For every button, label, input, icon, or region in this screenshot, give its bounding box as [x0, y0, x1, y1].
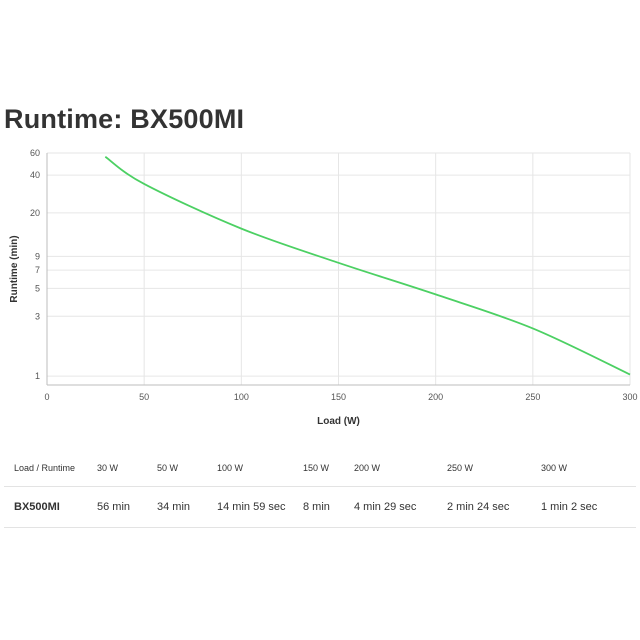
y-tick-label: 1 [35, 371, 40, 381]
x-tick-label: 250 [525, 392, 540, 402]
table-header-cell: 200 W [354, 450, 447, 487]
y-tick-label: 60 [30, 148, 40, 158]
table-cell: 34 min [157, 486, 217, 528]
table-header-cell: 150 W [303, 450, 354, 487]
x-tick-label: 100 [234, 392, 249, 402]
table-header-row: Load / Runtime 30 W 50 W 100 W 150 W 200… [4, 450, 636, 487]
table-cell: 2 min 24 sec [447, 486, 541, 528]
table-corner-label: Load / Runtime [4, 450, 97, 487]
x-tick-label: 0 [44, 392, 49, 402]
y-tick-label: 7 [35, 265, 40, 275]
x-tick-label: 200 [428, 392, 443, 402]
y-tick-label: 3 [35, 311, 40, 321]
table-row: BX500MI 56 min 34 min 14 min 59 sec 8 mi… [4, 486, 636, 528]
table-cell: 1 min 2 sec [541, 486, 636, 528]
y-tick-label: 5 [35, 283, 40, 293]
x-tick-label: 150 [331, 392, 346, 402]
table-header-cell: 100 W [217, 450, 303, 487]
table-header-cell: 30 W [97, 450, 157, 487]
page-title: Runtime: BX500MI [4, 104, 245, 134]
runtime-table: Load / Runtime 30 W 50 W 100 W 150 W 200… [4, 450, 636, 528]
table-header-cell: 50 W [157, 450, 217, 487]
series-line [104, 156, 631, 376]
x-tick-label: 50 [139, 392, 149, 402]
y-tick-label: 20 [30, 208, 40, 218]
table-header-cell: 300 W [541, 450, 636, 487]
runtime-chart: 0 50 100 150 200 250 300 1 3 5 7 9 20 40 60 Load (W) Run… [9, 148, 638, 427]
table-cell: 8 min [303, 486, 354, 528]
y-tick-label: 9 [35, 251, 40, 261]
y-tick-label: 40 [30, 170, 40, 180]
table-model-cell: BX500MI [4, 486, 97, 528]
table-cell: 14 min 59 sec [217, 486, 303, 528]
table-cell: 4 min 29 sec [354, 486, 447, 528]
y-axis-title: Runtime (min) [9, 235, 20, 302]
x-tick-label: 300 [622, 392, 637, 402]
table-cell: 56 min [97, 486, 157, 528]
x-axis-title: Load (W) [317, 416, 360, 427]
table-header-cell: 250 W [447, 450, 541, 487]
